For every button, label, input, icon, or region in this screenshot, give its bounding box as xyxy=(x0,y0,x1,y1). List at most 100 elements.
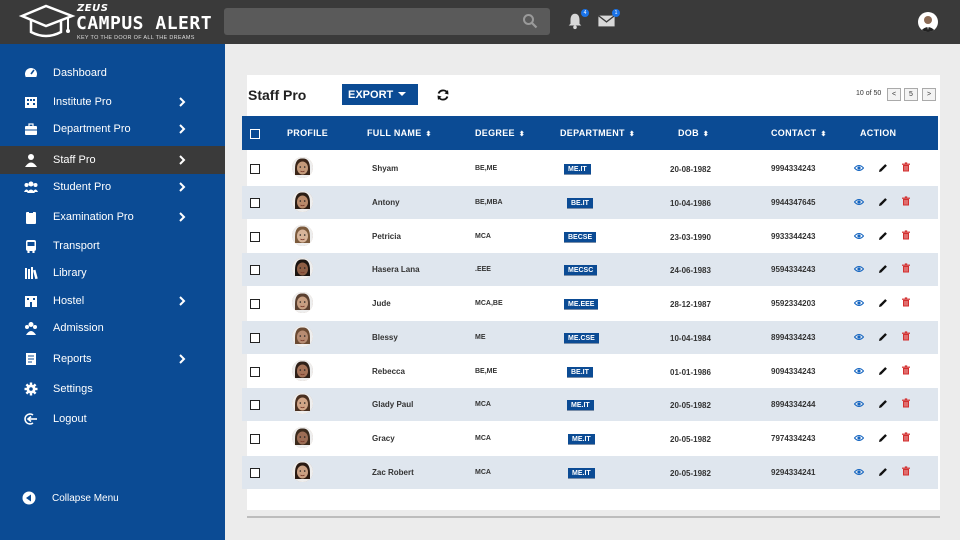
row-checkbox[interactable] xyxy=(250,232,260,242)
table-row[interactable]: Gracy MCA ME.IT 20-05-1982 7974334243 xyxy=(242,422,938,455)
column-header-degree[interactable]: DEGREE ⬍ xyxy=(475,128,525,138)
notifications-button[interactable]: 4 xyxy=(566,9,589,32)
sort-icon[interactable]: ⬍ xyxy=(425,131,432,138)
profile-photo[interactable] xyxy=(292,157,313,178)
view-icon[interactable] xyxy=(854,433,864,443)
edit-pencil-icon[interactable] xyxy=(878,399,888,409)
edit-pencil-icon[interactable] xyxy=(878,366,888,376)
next-page-button[interactable]: > xyxy=(922,88,936,101)
sidebar-item-settings[interactable]: Settings xyxy=(0,375,225,403)
sidebar-item-logout[interactable]: Logout xyxy=(0,405,225,433)
row-checkbox[interactable] xyxy=(250,198,260,208)
delete-trash-icon[interactable] xyxy=(901,331,911,341)
view-icon[interactable] xyxy=(854,298,864,308)
row-checkbox[interactable] xyxy=(250,164,260,174)
sidebar-item-student-pro[interactable]: Student Pro xyxy=(0,173,225,201)
delete-trash-icon[interactable] xyxy=(901,162,911,172)
refresh-icon[interactable] xyxy=(436,88,450,102)
sidebar-item-institute-pro[interactable]: Institute Pro xyxy=(0,88,225,116)
profile-photo[interactable] xyxy=(292,427,313,448)
view-icon[interactable] xyxy=(854,366,864,376)
select-all-checkbox[interactable] xyxy=(250,129,260,139)
column-header-department[interactable]: DEPARTMENT ⬍ xyxy=(560,128,636,138)
dashboard-icon xyxy=(25,68,37,80)
profile-photo[interactable] xyxy=(292,326,313,347)
user-avatar[interactable] xyxy=(918,12,938,32)
table-row[interactable]: Jude MCA,BE ME.EEE 28-12-1987 9592334203 xyxy=(242,287,938,320)
messages-button[interactable]: 1 xyxy=(597,9,620,32)
column-header-contact[interactable]: CONTACT ⬍ xyxy=(771,128,827,138)
delete-trash-icon[interactable] xyxy=(901,365,911,375)
profile-photo[interactable] xyxy=(292,393,313,414)
sidebar-item-department-pro[interactable]: Department Pro xyxy=(0,115,225,143)
delete-trash-icon[interactable] xyxy=(901,196,911,206)
delete-trash-icon[interactable] xyxy=(901,263,911,273)
edit-pencil-icon[interactable] xyxy=(878,467,888,477)
table-row[interactable]: Shyam BE,ME ME.IT 20-08-1982 9994334243 xyxy=(242,152,938,185)
edit-pencil-icon[interactable] xyxy=(878,332,888,342)
row-checkbox[interactable] xyxy=(250,468,260,478)
profile-photo[interactable] xyxy=(292,292,313,313)
edit-pencil-icon[interactable] xyxy=(878,163,888,173)
delete-trash-icon[interactable] xyxy=(901,466,911,476)
row-checkbox[interactable] xyxy=(250,400,260,410)
profile-photo[interactable] xyxy=(292,225,313,246)
row-checkbox[interactable] xyxy=(250,265,260,275)
row-checkbox[interactable] xyxy=(250,333,260,343)
sidebar-item-library[interactable]: Library xyxy=(0,259,225,287)
table-row[interactable]: Glady Paul MCA ME.IT 20-05-1982 8994334244 xyxy=(242,388,938,421)
profile-photo[interactable] xyxy=(292,461,313,482)
view-icon[interactable] xyxy=(854,231,864,241)
table-row[interactable]: Rebecca BE,ME BE.IT 01-01-1986 9094334243 xyxy=(242,355,938,388)
department-badge: ME.EEE xyxy=(564,299,599,310)
table-row[interactable]: Zac Robert MCA ME.IT 20-05-1982 9294334241 xyxy=(242,456,938,489)
edit-pencil-icon[interactable] xyxy=(878,264,888,274)
column-header-dob[interactable]: DOB ⬍ xyxy=(678,128,710,138)
table-row[interactable]: Petricia MCA BECSE 23-03-1990 9933344243 xyxy=(242,220,938,253)
row-checkbox[interactable] xyxy=(250,434,260,444)
view-icon[interactable] xyxy=(854,197,864,207)
sidebar-item-hostel[interactable]: Hostel xyxy=(0,287,225,315)
sidebar-item-transport[interactable]: Transport xyxy=(0,232,225,260)
delete-trash-icon[interactable] xyxy=(901,230,911,240)
delete-trash-icon[interactable] xyxy=(901,297,911,307)
prev-page-button[interactable]: < xyxy=(887,88,901,101)
sort-icon[interactable]: ⬍ xyxy=(702,131,710,138)
table-row[interactable]: Blessy ME ME.CSE 10-04-1984 8994334243 xyxy=(242,321,938,354)
view-icon[interactable] xyxy=(854,399,864,409)
table-row[interactable]: Antony BE,MBA BE.IT 10-04-1986 9944347645 xyxy=(242,186,938,219)
sort-icon[interactable]: ⬍ xyxy=(628,131,636,138)
profile-photo[interactable] xyxy=(292,258,313,279)
staff-contact: 9933344243 xyxy=(771,232,816,241)
edit-pencil-icon[interactable] xyxy=(878,197,888,207)
column-header-full-name[interactable]: FULL NAME ⬍ xyxy=(367,128,432,138)
sidebar-item-label: Student Pro xyxy=(53,181,112,193)
view-icon[interactable] xyxy=(854,163,864,173)
profile-photo[interactable] xyxy=(292,360,313,381)
edit-pencil-icon[interactable] xyxy=(878,231,888,241)
table-row[interactable]: Hasera Lana .EEE MECSC 24-06-1983 9594334243 xyxy=(242,253,938,286)
delete-trash-icon[interactable] xyxy=(901,432,911,442)
export-button[interactable]: EXPORT xyxy=(342,84,418,105)
search-input[interactable] xyxy=(224,8,550,35)
sidebar-item-examination-pro[interactable]: Examination Pro xyxy=(0,203,225,231)
profile-photo[interactable] xyxy=(292,191,313,212)
sort-icon[interactable]: ⬍ xyxy=(820,131,827,138)
view-icon[interactable] xyxy=(854,332,864,342)
sidebar-item-reports[interactable]: Reports xyxy=(0,345,225,373)
collapse-menu-button[interactable]: Collapse Menu xyxy=(0,485,225,511)
sidebar-item-staff-pro[interactable]: Staff Pro xyxy=(0,146,225,174)
view-icon[interactable] xyxy=(854,264,864,274)
row-checkbox[interactable] xyxy=(250,299,260,309)
search-icon[interactable] xyxy=(522,13,538,29)
row-checkbox[interactable] xyxy=(250,367,260,377)
brand-logo[interactable]: ZEUS CAMPUS ALERT KEY TO THE DOOR OF ALL… xyxy=(18,2,212,42)
view-icon[interactable] xyxy=(854,467,864,477)
edit-pencil-icon[interactable] xyxy=(878,298,888,308)
sidebar-item-admission[interactable]: Admission xyxy=(0,314,225,342)
sort-icon[interactable]: ⬍ xyxy=(518,131,525,138)
delete-trash-icon[interactable] xyxy=(901,398,911,408)
sidebar-item-dashboard[interactable]: Dashboard xyxy=(0,59,225,87)
edit-pencil-icon[interactable] xyxy=(878,433,888,443)
page-number-button[interactable]: 5 xyxy=(904,88,918,101)
